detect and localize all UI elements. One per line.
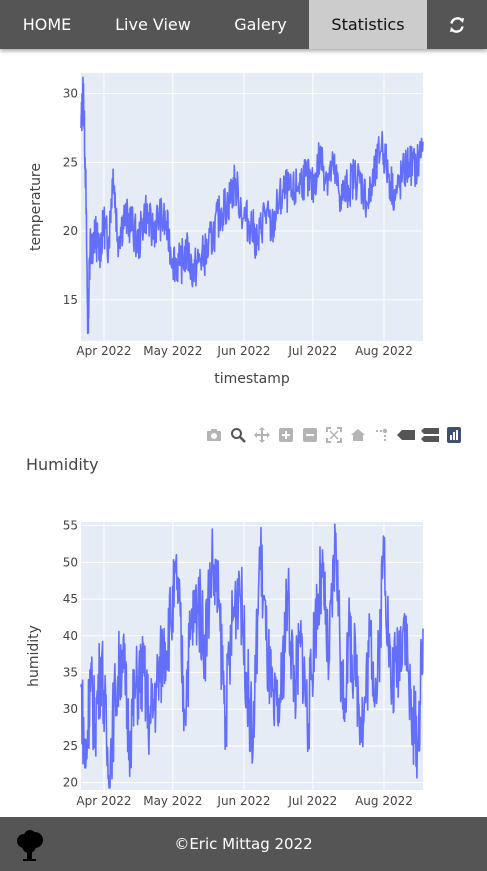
y-tick-label: 30 <box>63 702 78 716</box>
y-tick-label: 20 <box>63 776 78 790</box>
hover-compare-icon <box>421 428 439 442</box>
y-tick-label: 45 <box>63 592 78 606</box>
y-axis-title: temperature <box>28 163 44 251</box>
plotly-logo-icon <box>447 427 461 443</box>
x-tick-label: May 2022 <box>143 794 202 808</box>
spike-lines-button[interactable] <box>373 426 391 444</box>
refresh-icon <box>450 16 464 33</box>
humidity-chart[interactable]: 20 25 30 35 40 45 50 55 Apr 2022 May 2022 Jun 2022… <box>0 506 487 816</box>
camera-icon <box>207 429 221 441</box>
humidity-plot: 20 25 30 35 40 45 50 55 Apr 2022 May 2022 Jun 2022… <box>0 506 487 816</box>
top-nav: HOME Live View Galery Statistics <box>0 0 487 49</box>
series-line <box>80 76 424 335</box>
footer: ©Eric Mittag 2022 <box>0 817 487 871</box>
y-tick-label: 50 <box>63 555 78 569</box>
y-tick-label: 55 <box>63 519 78 533</box>
camera-button[interactable] <box>205 426 223 444</box>
y-tick-label: 40 <box>63 629 78 643</box>
y-tick-label: 25 <box>63 739 78 753</box>
hover-closest-icon <box>397 430 415 440</box>
x-tick-label: Jul 2022 <box>287 344 337 358</box>
autoscale-button[interactable] <box>325 426 343 444</box>
zoom-in-icon <box>279 428 293 442</box>
reset-axes-icon <box>351 429 365 441</box>
series-line <box>80 523 424 789</box>
zoom-icon <box>231 428 246 443</box>
pan-icon <box>254 427 270 443</box>
plot-modebar <box>205 424 463 446</box>
x-tick-label: Jun 2022 <box>216 344 270 358</box>
zoom-button[interactable] <box>229 426 247 444</box>
x-axis-title: timestamp <box>214 371 290 387</box>
nav-statistics[interactable]: Statistics <box>309 0 427 49</box>
nav-galery[interactable]: Galery <box>234 15 287 34</box>
hover-closest-button[interactable] <box>397 426 415 444</box>
x-tick-label: Aug 2022 <box>355 794 413 808</box>
x-tick-label: Apr 2022 <box>76 344 131 358</box>
x-tick-label: Apr 2022 <box>76 794 131 808</box>
nav-live-view[interactable]: Live View <box>115 15 191 34</box>
y-axis-title: humidity <box>26 625 42 687</box>
plotly-logo-link[interactable] <box>445 426 463 444</box>
zoom-out-icon <box>303 428 317 442</box>
x-tick-label: Jun 2022 <box>216 794 270 808</box>
x-tick-label: Aug 2022 <box>355 344 413 358</box>
autoscale-icon <box>326 427 342 443</box>
zoom-in-button[interactable] <box>277 426 295 444</box>
humidity-heading: Humidity <box>26 455 99 474</box>
y-tick-label: 20 <box>63 224 78 238</box>
y-tick-label: 25 <box>63 155 78 169</box>
spike-lines-icon <box>376 428 388 441</box>
hover-compare-button[interactable] <box>421 426 439 444</box>
y-tick-label: 35 <box>63 666 78 680</box>
y-tick-label: 30 <box>63 87 78 101</box>
pan-button[interactable] <box>253 426 271 444</box>
tree-icon <box>17 830 43 861</box>
temperature-plot: 15 20 25 30 Apr 2022 May 2022 Jun 2022 Jul 2022… <box>0 60 487 400</box>
x-tick-label: Jul 2022 <box>287 794 337 808</box>
reset-axes-button[interactable] <box>349 426 367 444</box>
temperature-chart[interactable]: 15 20 25 30 Apr 2022 May 2022 Jun 2022 Jul 2022… <box>0 60 487 400</box>
nav-home[interactable]: HOME <box>22 15 72 34</box>
x-tick-label: May 2022 <box>143 344 202 358</box>
refresh-button[interactable] <box>427 0 487 49</box>
zoom-out-button[interactable] <box>301 426 319 444</box>
y-tick-label: 15 <box>63 293 78 307</box>
footer-copyright: ©Eric Mittag 2022 <box>174 835 313 853</box>
